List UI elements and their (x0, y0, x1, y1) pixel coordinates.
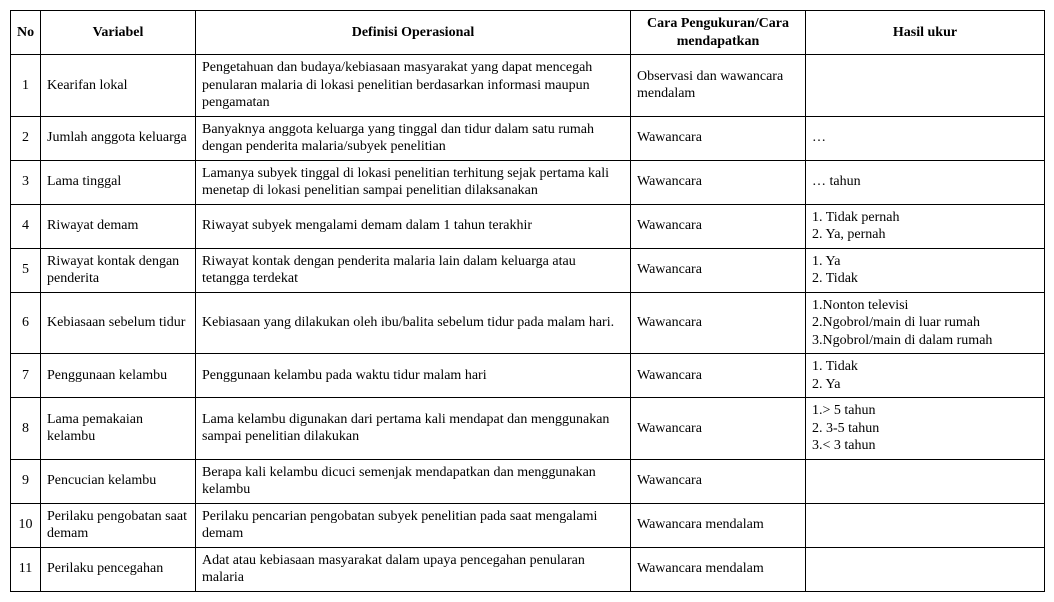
cell-cara: Wawancara mendalam (631, 503, 806, 547)
table-row: 1Kearifan lokalPengetahuan dan budaya/ke… (11, 55, 1045, 117)
table-row: 4Riwayat demamRiwayat subyek mengalami d… (11, 204, 1045, 248)
cell-hasil: 1. Tidak pernah 2. Ya, pernah (806, 204, 1045, 248)
cell-cara: Wawancara (631, 354, 806, 398)
cell-cara: Wawancara (631, 248, 806, 292)
table-row: 10Perilaku pengobatan saat demamPerilaku… (11, 503, 1045, 547)
table-body: 1Kearifan lokalPengetahuan dan budaya/ke… (11, 55, 1045, 592)
cell-definisi: Berapa kali kelambu dicuci semenjak mend… (196, 459, 631, 503)
cell-variabel: Perilaku pengobatan saat demam (41, 503, 196, 547)
cell-cara: Wawancara (631, 160, 806, 204)
table-row: 5Riwayat kontak dengan penderitaRiwayat … (11, 248, 1045, 292)
cell-variabel: Jumlah anggota keluarga (41, 116, 196, 160)
col-definisi: Definisi Operasional (196, 11, 631, 55)
col-variabel: Variabel (41, 11, 196, 55)
cell-cara: Wawancara (631, 398, 806, 460)
cell-hasil (806, 459, 1045, 503)
cell-definisi: Perilaku pencarian pengobatan subyek pen… (196, 503, 631, 547)
cell-hasil: … (806, 116, 1045, 160)
cell-cara: Wawancara (631, 459, 806, 503)
cell-no: 5 (11, 248, 41, 292)
cell-variabel: Perilaku pencegahan (41, 547, 196, 591)
col-no: No (11, 11, 41, 55)
cell-definisi: Adat atau kebiasaan masyarakat dalam upa… (196, 547, 631, 591)
col-cara: Cara Pengukuran/Cara mendapatkan (631, 11, 806, 55)
cell-no: 11 (11, 547, 41, 591)
table-row: 2Jumlah anggota keluargaBanyaknya anggot… (11, 116, 1045, 160)
cell-hasil: 1.Nonton televisi 2.Ngobrol/main di luar… (806, 292, 1045, 354)
cell-definisi: Lamanya subyek tinggal di lokasi penelit… (196, 160, 631, 204)
cell-definisi: Pengetahuan dan budaya/kebiasaan masyara… (196, 55, 631, 117)
cell-no: 2 (11, 116, 41, 160)
cell-hasil: 1.> 5 tahun 2. 3-5 tahun 3.< 3 tahun (806, 398, 1045, 460)
cell-hasil: 1. Tidak 2. Ya (806, 354, 1045, 398)
cell-cara: Wawancara mendalam (631, 547, 806, 591)
table-row: 3Lama tinggalLamanya subyek tinggal di l… (11, 160, 1045, 204)
cell-definisi: Banyaknya anggota keluarga yang tinggal … (196, 116, 631, 160)
cell-variabel: Lama pemakaian kelambu (41, 398, 196, 460)
operational-definitions-table: No Variabel Definisi Operasional Cara Pe… (10, 10, 1045, 592)
cell-cara: Wawancara (631, 292, 806, 354)
cell-hasil (806, 503, 1045, 547)
table-row: 11Perilaku pencegahanAdat atau kebiasaan… (11, 547, 1045, 591)
cell-definisi: Riwayat kontak dengan penderita malaria … (196, 248, 631, 292)
cell-no: 9 (11, 459, 41, 503)
cell-no: 10 (11, 503, 41, 547)
cell-variabel: Riwayat demam (41, 204, 196, 248)
cell-no: 1 (11, 55, 41, 117)
cell-no: 8 (11, 398, 41, 460)
cell-cara: Observasi dan wawancara mendalam (631, 55, 806, 117)
cell-variabel: Lama tinggal (41, 160, 196, 204)
cell-hasil (806, 55, 1045, 117)
table-header-row: No Variabel Definisi Operasional Cara Pe… (11, 11, 1045, 55)
cell-definisi: Penggunaan kelambu pada waktu tidur mala… (196, 354, 631, 398)
col-hasil: Hasil ukur (806, 11, 1045, 55)
cell-definisi: Kebiasaan yang dilakukan oleh ibu/balita… (196, 292, 631, 354)
cell-hasil: … tahun (806, 160, 1045, 204)
table-row: 8Lama pemakaian kelambuLama kelambu digu… (11, 398, 1045, 460)
table-row: 7Penggunaan kelambuPenggunaan kelambu pa… (11, 354, 1045, 398)
cell-definisi: Lama kelambu digunakan dari pertama kali… (196, 398, 631, 460)
cell-no: 6 (11, 292, 41, 354)
cell-variabel: Pencucian kelambu (41, 459, 196, 503)
cell-no: 7 (11, 354, 41, 398)
table-row: 6Kebiasaan sebelum tidurKebiasaan yang d… (11, 292, 1045, 354)
cell-cara: Wawancara (631, 204, 806, 248)
cell-no: 4 (11, 204, 41, 248)
cell-cara: Wawancara (631, 116, 806, 160)
cell-variabel: Kebiasaan sebelum tidur (41, 292, 196, 354)
cell-variabel: Kearifan lokal (41, 55, 196, 117)
table-row: 9Pencucian kelambuBerapa kali kelambu di… (11, 459, 1045, 503)
cell-no: 3 (11, 160, 41, 204)
cell-hasil: 1. Ya 2. Tidak (806, 248, 1045, 292)
cell-definisi: Riwayat subyek mengalami demam dalam 1 t… (196, 204, 631, 248)
cell-variabel: Riwayat kontak dengan penderita (41, 248, 196, 292)
cell-hasil (806, 547, 1045, 591)
cell-variabel: Penggunaan kelambu (41, 354, 196, 398)
